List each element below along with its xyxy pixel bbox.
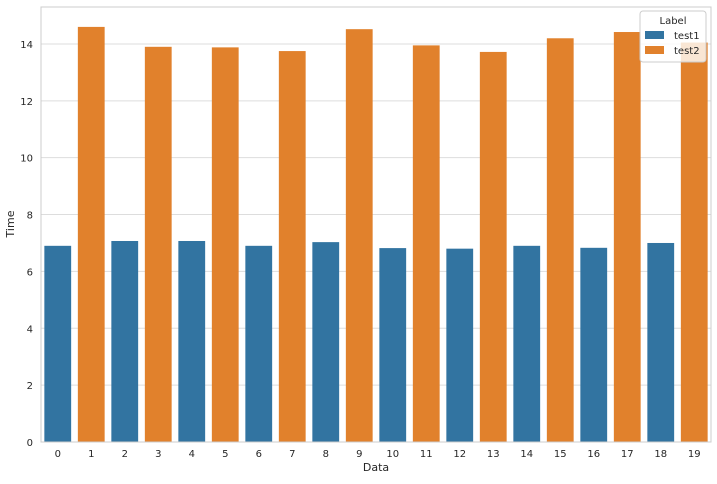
legend-swatch-test1 (645, 31, 664, 39)
x-tick-label: 16 (587, 449, 600, 460)
bar-test1-12 (446, 248, 474, 442)
bar-test1-6 (245, 245, 273, 442)
bar-test1-14 (513, 245, 541, 442)
x-tick-label: 4 (189, 449, 195, 460)
bar-test1-0 (44, 245, 72, 442)
bar-test2-17 (613, 32, 641, 443)
x-tick-label: 10 (386, 449, 399, 460)
bars (44, 26, 708, 443)
y-tick-label: 0 (27, 438, 33, 449)
x-tick-label: 19 (688, 449, 701, 460)
bar-test1-10 (379, 248, 407, 442)
bar-test2-19 (680, 42, 708, 442)
bar-test2-11 (412, 45, 440, 442)
y-tick-label: 4 (27, 324, 33, 335)
y-tick-label: 10 (20, 154, 33, 165)
bar-test2-9 (345, 29, 373, 442)
x-tick-label: 0 (55, 449, 61, 460)
legend: Label test1 test2 (639, 10, 707, 63)
legend-swatch-test2 (645, 46, 664, 54)
legend-label-test1: test1 (674, 31, 700, 42)
x-tick-label: 8 (323, 449, 329, 460)
x-tick-label: 14 (520, 449, 533, 460)
bar-test1-2 (111, 240, 139, 442)
x-tick-label: 15 (554, 449, 567, 460)
bar-test2-5 (211, 47, 239, 442)
bar-test1-18 (647, 242, 675, 442)
x-tick-label: 1 (88, 449, 94, 460)
bar-test1-4 (178, 240, 206, 442)
x-tick-label: 7 (289, 449, 295, 460)
y-tick-label: 14 (20, 40, 33, 51)
legend-title: Label (660, 16, 687, 27)
y-axis-label: Time (4, 210, 17, 238)
x-tick-label: 12 (453, 449, 466, 460)
y-tick-labels: 0 2 4 6 8 10 12 14 (20, 40, 33, 449)
y-tick-label: 6 (27, 267, 33, 278)
x-tick-label: 11 (420, 449, 433, 460)
y-tick-label: 12 (20, 97, 33, 108)
x-tick-label: 17 (621, 449, 634, 460)
legend-label-test2: test2 (674, 46, 700, 57)
bar-test1-16 (580, 247, 608, 442)
x-tick-labels: 0 1 2 3 4 5 6 7 8 9 10 11 12 13 14 15 16 17 18 19 (55, 449, 701, 460)
x-tick-label: 6 (256, 449, 262, 460)
bar-test2-7 (278, 51, 306, 442)
x-axis-label: Data (363, 461, 389, 474)
x-tick-label: 2 (122, 449, 128, 460)
y-tick-label: 8 (27, 211, 33, 222)
y-tick-label: 2 (27, 381, 33, 392)
plot-background (41, 7, 711, 442)
bar-test2-1 (77, 26, 105, 443)
x-tick-label: 5 (222, 449, 228, 460)
plot-frame (40, 6, 712, 443)
bar-test1-8 (312, 242, 340, 442)
x-tick-label: 9 (356, 449, 362, 460)
bar-test2-15 (546, 38, 574, 443)
x-tick-label: 3 (155, 449, 161, 460)
bar-test2-3 (144, 46, 172, 442)
x-tick-label: 13 (487, 449, 500, 460)
x-tick-label: 18 (654, 449, 667, 460)
bar-test2-13 (479, 51, 507, 442)
